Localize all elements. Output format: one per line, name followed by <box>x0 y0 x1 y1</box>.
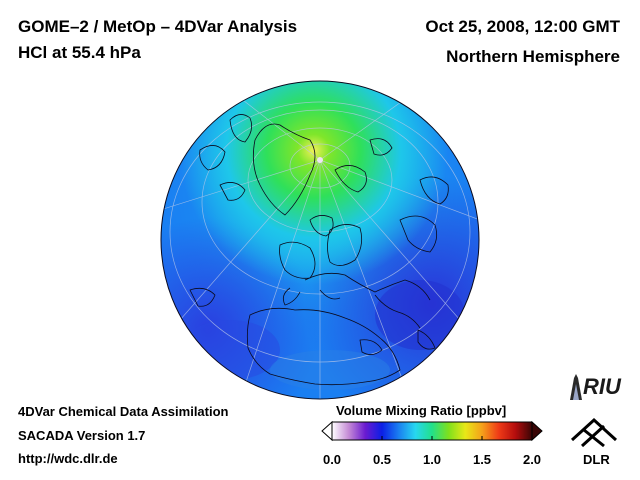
colorbar-tick: 0.0 <box>322 452 342 467</box>
footer-version: SACADA Version 1.7 <box>18 428 146 443</box>
dlr-logo-text: DLR <box>583 452 610 467</box>
colorbar-tick: 1.5 <box>472 452 492 467</box>
colorbar-tick: 0.5 <box>372 452 392 467</box>
riu-logo-icon <box>570 374 582 400</box>
colorbar-under-arrow <box>321 420 333 442</box>
title-species: HCl at 55.4 hPa <box>18 43 141 62</box>
globe-map <box>160 80 480 400</box>
footer-assimilation: 4DVar Chemical Data Assimilation <box>18 404 229 419</box>
colorbar-tick: 2.0 <box>522 452 542 467</box>
title-region: Northern Hemisphere <box>446 47 620 66</box>
riu-logo-text: RIU <box>583 374 621 399</box>
colorbar-tick: 1.0 <box>422 452 442 467</box>
footer-url[interactable]: http://wdc.dlr.de <box>18 451 118 466</box>
title-datetime: Oct 25, 2008, 12:00 GMT <box>425 17 620 36</box>
dlr-logo-icon <box>570 417 618 448</box>
colorbar <box>321 420 543 442</box>
title-main: GOME–2 / MetOp – 4DVar Analysis <box>18 17 298 36</box>
colorbar-over-arrow <box>531 420 543 442</box>
colorbar-title: Volume Mixing Ratio [ppbv] <box>336 403 507 418</box>
